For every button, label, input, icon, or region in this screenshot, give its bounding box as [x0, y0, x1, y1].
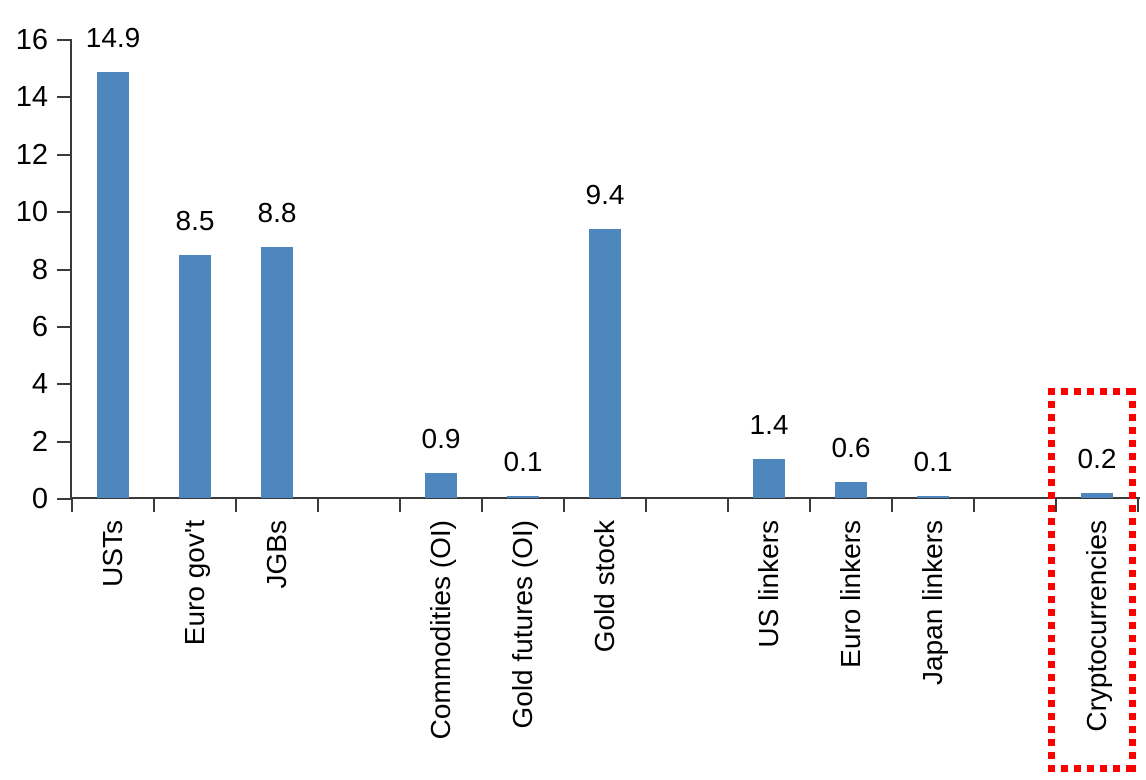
x-axis-tick [71, 499, 73, 512]
category-slot-gold-futures-oi: Gold futures (OI) [482, 520, 564, 778]
category-slot-commodities-oi: Commodities (OI) [400, 520, 482, 778]
x-axis-tick [645, 499, 647, 512]
y-axis-tick [57, 325, 72, 328]
bar-jgbs [261, 246, 293, 498]
value-label-us-linkers: 1.4 [749, 408, 789, 440]
bar-gold-futures-oi [507, 496, 539, 498]
y-tick-label: 16 [15, 24, 48, 56]
y-axis-tick [57, 268, 72, 271]
category-label-japan-linkers: Japan linkers [916, 520, 948, 685]
highlight-box-edge-bottom [1048, 765, 1136, 772]
category-slot-japan-linkers: Japan linkers [892, 520, 974, 778]
x-axis-line [72, 497, 1140, 499]
x-axis-tick [399, 499, 401, 512]
x-axis-tick [809, 499, 811, 512]
category-label-commodities-oi: Commodities (OI) [424, 520, 456, 740]
highlight-box-cryptocurrencies [1048, 388, 1136, 772]
x-axis-tick [727, 499, 729, 512]
x-axis-tick [891, 499, 893, 512]
category-label-gold-futures-oi: Gold futures (OI) [506, 520, 538, 729]
x-axis-tick [317, 499, 319, 512]
bar-us-linkers [753, 458, 785, 498]
bar-euro-gov-t [179, 255, 211, 498]
highlight-box-edge-left [1048, 388, 1055, 772]
bar-gold-stock [589, 229, 621, 498]
category-slot-usts: USTs [72, 520, 154, 778]
value-label-usts: 14.9 [85, 21, 141, 53]
highlight-box-edge-right [1129, 388, 1136, 772]
category-slot-euro-linkers: Euro linkers [810, 520, 892, 778]
y-tick-label: 12 [15, 138, 48, 171]
x-axis-tick [481, 499, 483, 512]
value-label-commodities-oi: 0.9 [421, 423, 461, 455]
category-label-euro-linkers: Euro linkers [834, 520, 866, 668]
category-label-gold-stock: Gold stock [588, 520, 620, 653]
category-slot-euro-gov-t: Euro gov't [154, 520, 236, 778]
value-label-euro-gov-t: 8.5 [175, 205, 215, 237]
category-label-euro-gov-t: Euro gov't [178, 520, 210, 646]
x-axis-tick [1137, 499, 1139, 512]
y-axis-tick [57, 96, 72, 99]
y-axis-tick [57, 153, 72, 156]
x-axis-tick [563, 499, 565, 512]
bar-cryptocurrencies [1081, 493, 1113, 498]
y-axis-tick [57, 211, 72, 214]
y-axis-tick [57, 383, 72, 386]
category-label-usts: USTs [96, 520, 128, 587]
x-axis-tick [973, 499, 975, 512]
category-slot-jgbs: JGBs [236, 520, 318, 778]
y-tick-label: 0 [31, 483, 48, 515]
x-axis-tick [153, 499, 155, 512]
bar-commodities-oi [425, 473, 457, 498]
x-axis-tick [235, 499, 237, 512]
y-tick-label: 2 [31, 425, 48, 458]
highlight-box-edge-top [1048, 388, 1136, 395]
y-axis-tick [57, 440, 72, 443]
value-label-gold-stock: 9.4 [585, 179, 625, 211]
value-label-cryptocurrencies: 0.2 [1077, 443, 1117, 475]
category-label-jgbs: JGBs [260, 520, 292, 589]
y-tick-label: 8 [31, 253, 48, 286]
bar-usts [97, 71, 129, 498]
y-axis-tick [57, 498, 72, 500]
category-slot-gold-stock: Gold stock [564, 520, 646, 778]
value-label-euro-linkers: 0.6 [831, 431, 871, 463]
y-axis-tick [57, 39, 72, 41]
bar-euro-linkers [835, 481, 867, 498]
value-label-gold-futures-oi: 0.1 [503, 446, 543, 478]
y-tick-label: 4 [31, 368, 48, 401]
value-label-jgbs: 8.8 [257, 196, 297, 228]
category-label-us-linkers: US linkers [752, 520, 784, 648]
y-tick-label: 14 [15, 81, 48, 114]
y-tick-label: 6 [31, 310, 48, 343]
bar-japan-linkers [917, 496, 949, 498]
y-tick-label: 10 [15, 196, 48, 229]
value-label-japan-linkers: 0.1 [913, 446, 953, 478]
y-axis-line [70, 40, 72, 499]
x-axis-tick [1055, 499, 1057, 512]
category-slot-us-linkers: US linkers [728, 520, 810, 778]
